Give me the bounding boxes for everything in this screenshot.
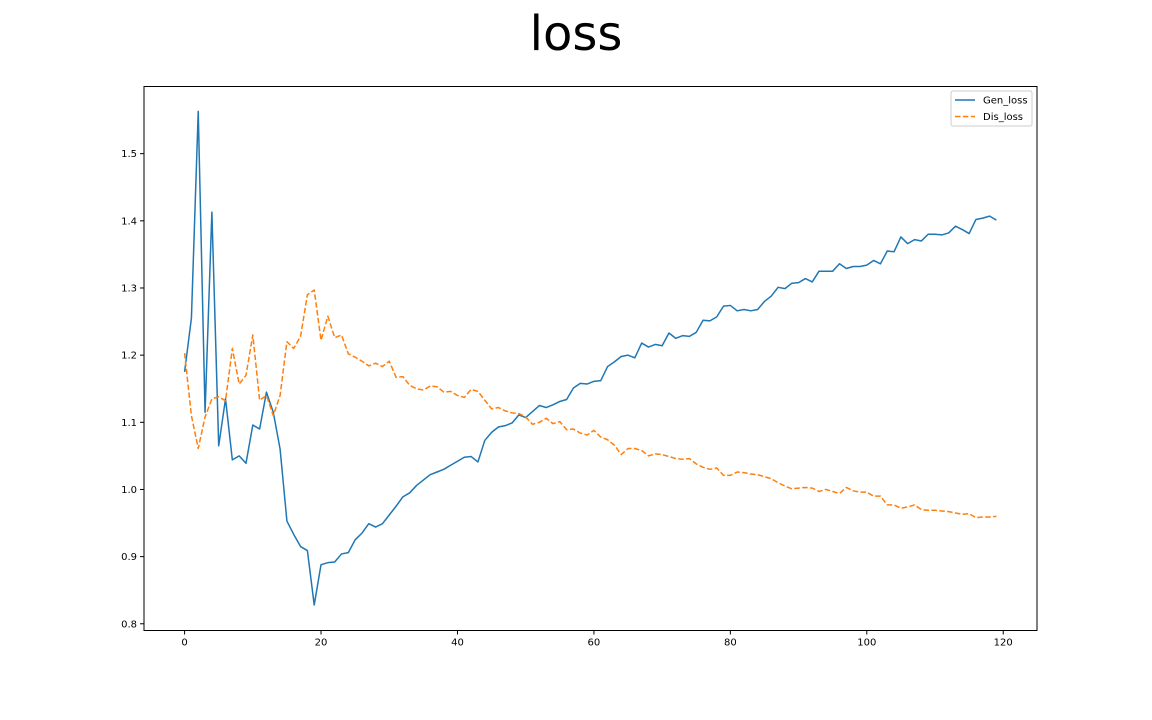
- x-tick-label: 100: [857, 638, 876, 649]
- y-tick-label: 0.9: [121, 552, 137, 563]
- y-tick-label: 1.4: [121, 216, 137, 227]
- series-lines: [183, 110, 997, 606]
- y-tick-label: 1.1: [121, 418, 137, 429]
- y-tick-label: 1.3: [121, 283, 137, 294]
- series-line-dis-loss: [183, 289, 997, 519]
- series-line-gen-loss: [183, 110, 997, 606]
- y-tick-label: 1.5: [121, 149, 137, 160]
- y-tick-label: 0.8: [121, 619, 137, 630]
- y-tick-label: 1.2: [121, 351, 137, 362]
- x-tick-label: 40: [451, 638, 464, 649]
- plot-area: [143, 86, 1038, 631]
- legend: Gen_loss Dis_loss: [950, 90, 1033, 127]
- x-tick-label: 0: [181, 638, 187, 649]
- x-axis: 0 20 40 60 80 100 120: [181, 630, 1013, 649]
- chart-title: loss: [529, 6, 623, 62]
- y-tick-label: 1.0: [121, 485, 137, 496]
- y-axis: 0.8 0.9 1.0 1.1 1.2 1.3 1.4 1.5: [121, 149, 144, 630]
- x-tick-label: 80: [724, 638, 737, 649]
- x-tick-label: 60: [588, 638, 601, 649]
- legend-label: Dis_loss: [983, 112, 1023, 123]
- x-tick-label: 20: [315, 638, 328, 649]
- legend-label: Gen_loss: [983, 96, 1028, 107]
- x-tick-label: 120: [994, 638, 1013, 649]
